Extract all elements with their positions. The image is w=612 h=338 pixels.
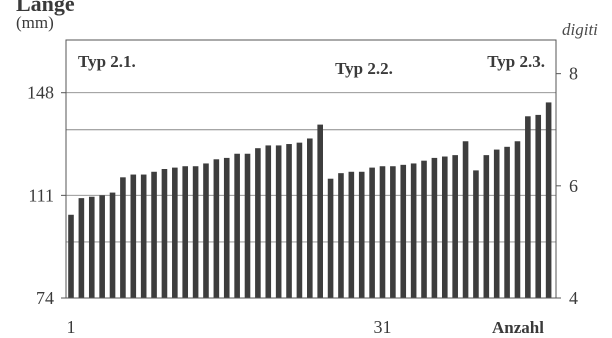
bar: [99, 195, 105, 298]
bar: [462, 141, 469, 298]
bar: [441, 156, 448, 298]
left-axis-ticks: 148 111 74: [27, 83, 66, 308]
left-tick-label: 111: [28, 185, 54, 205]
bar: [400, 164, 407, 298]
bar: [234, 153, 240, 298]
bar: [545, 102, 552, 298]
bar: [68, 214, 74, 298]
bar: [317, 124, 323, 298]
right-axis-ticks: 8 6 4: [556, 64, 578, 308]
bar: [203, 163, 209, 298]
bar: [140, 174, 147, 298]
right-tick-label: 6: [569, 176, 578, 196]
plot-border: [65, 39, 557, 299]
bar: [296, 142, 303, 298]
left-tick-label: 74: [36, 288, 54, 308]
bar: [109, 192, 116, 298]
group-labels: Typ 2.1. Typ 2.2. Typ 2.3.: [78, 52, 545, 78]
bar: [275, 145, 282, 298]
chart-title: Länge: [16, 0, 75, 16]
bar: [327, 178, 334, 298]
bar: [369, 167, 375, 298]
x-axis-ticks: 1 31: [67, 317, 392, 337]
bar: [452, 155, 458, 298]
bar: [421, 160, 427, 298]
bar: [161, 169, 168, 298]
bar: [130, 174, 137, 298]
bars: [68, 102, 552, 299]
bar: [358, 171, 365, 298]
right-tick-label: 4: [569, 288, 578, 308]
right-axis-unit: digiti: [562, 20, 598, 39]
bar: [88, 196, 95, 298]
bar: [379, 166, 386, 298]
bar: [390, 166, 396, 298]
bar: [431, 157, 438, 298]
right-tick-label: 8: [569, 64, 578, 84]
bar: [265, 145, 272, 298]
bar: [286, 144, 292, 298]
bar: [192, 166, 199, 298]
group-label: Typ 2.2.: [335, 59, 393, 78]
group-label: Typ 2.3.: [487, 52, 545, 71]
bar: [535, 114, 542, 299]
x-tick-label: 31: [373, 317, 391, 337]
bar: [338, 173, 344, 298]
plot-frame: [65, 39, 557, 299]
bar: [244, 153, 251, 298]
bar: [120, 177, 126, 298]
group-label: Typ 2.1.: [78, 52, 136, 71]
bar: [78, 198, 85, 298]
bar: [255, 148, 261, 298]
bar: [223, 157, 230, 298]
bar: [514, 141, 521, 298]
bar: [172, 167, 178, 298]
bar: [348, 171, 355, 298]
left-tick-label: 148: [27, 83, 54, 103]
bar: [493, 149, 500, 298]
bar: [410, 163, 417, 298]
bar: [504, 146, 510, 298]
bar: [151, 171, 157, 298]
x-tick-label: 1: [67, 317, 76, 337]
bar: [182, 166, 189, 298]
x-axis-label: Anzahl: [492, 318, 544, 337]
left-axis-unit: (mm): [16, 13, 54, 32]
bar: [213, 159, 220, 298]
bar: [307, 138, 313, 298]
bar: [525, 116, 531, 298]
bar: [473, 170, 479, 298]
bar: [483, 155, 490, 298]
